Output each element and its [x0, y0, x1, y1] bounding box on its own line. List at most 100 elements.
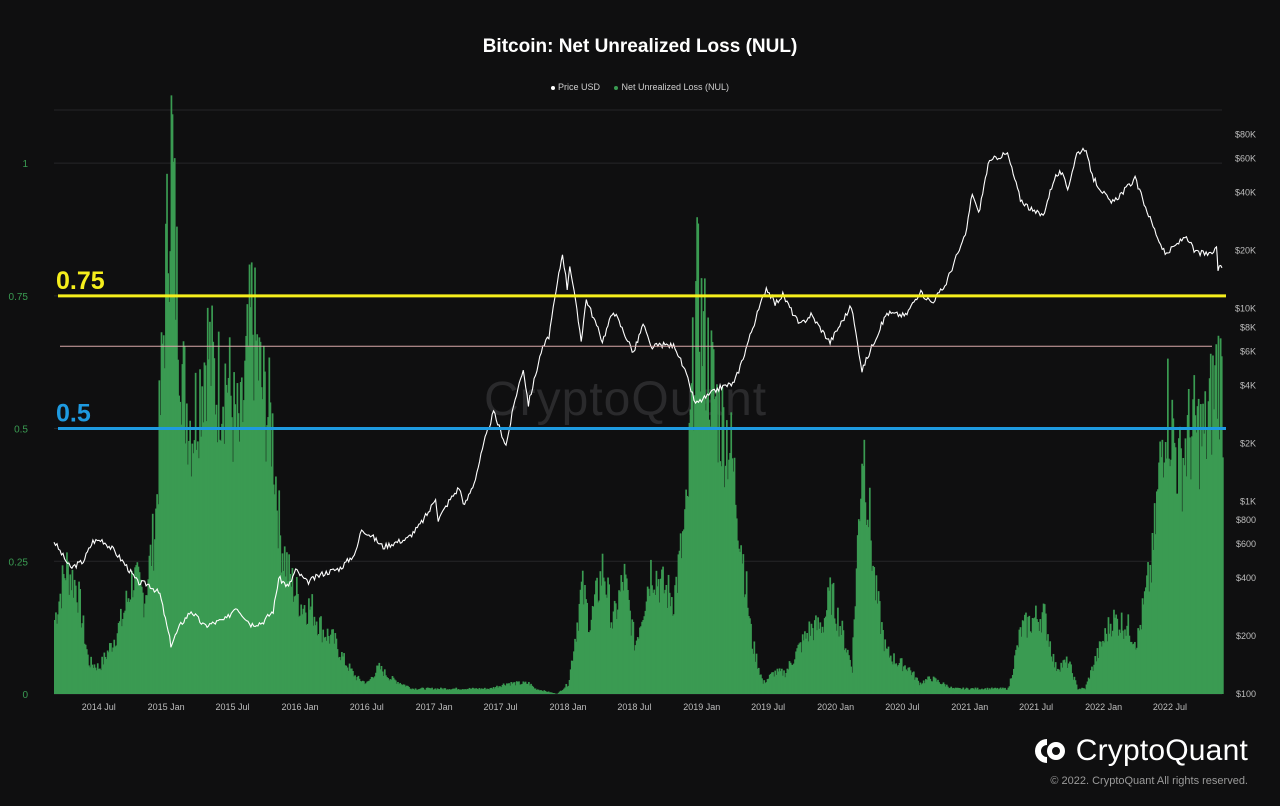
nul-bar	[282, 570, 285, 694]
nul-bar	[1208, 378, 1211, 694]
nul-bar	[305, 624, 308, 694]
nul-bar	[1038, 630, 1041, 694]
nul-bar	[610, 622, 613, 694]
nul-bar	[580, 581, 583, 694]
nul-bar	[914, 679, 916, 694]
nul-bar	[857, 519, 860, 694]
nul-bar	[313, 616, 316, 694]
nul-bar	[965, 687, 968, 694]
nul-bar	[725, 420, 728, 694]
nul-bar	[904, 665, 906, 694]
nul-bar	[130, 570, 133, 694]
nul-bar	[1027, 616, 1030, 694]
nul-bar	[1069, 661, 1071, 694]
right-tick-label: $8K	[1240, 322, 1256, 332]
nul-bar	[1168, 458, 1170, 694]
reference-label-0.75: 0.75	[56, 267, 105, 295]
nul-bar	[401, 685, 404, 694]
nul-bar	[287, 581, 289, 694]
nul-bar	[1114, 617, 1116, 694]
nul-bar	[105, 659, 108, 694]
nul-bar	[970, 688, 972, 694]
nul-bar	[707, 317, 709, 694]
nul-bar	[446, 689, 449, 694]
nul-bar	[558, 691, 561, 694]
nul-bar	[712, 349, 715, 694]
nul-bar	[991, 687, 993, 694]
nul-bar	[817, 617, 819, 694]
nul-bar	[997, 689, 1000, 694]
nul-bar	[338, 656, 341, 694]
nul-bar	[206, 307, 209, 694]
left-tick-label: 0	[22, 690, 28, 701]
nul-bar	[475, 688, 477, 694]
nul-bar	[56, 623, 58, 694]
nul-bar	[899, 658, 902, 694]
nul-bar	[264, 371, 266, 694]
nul-bar	[179, 401, 182, 694]
nul-bar	[293, 596, 296, 694]
nul-bar	[611, 628, 614, 694]
nul-bar	[713, 399, 716, 694]
nul-bar	[302, 608, 305, 694]
nul-bar	[497, 687, 499, 694]
nul-bar	[55, 612, 57, 694]
nul-bar	[1218, 439, 1221, 694]
nul-bar	[237, 413, 240, 694]
nul-bar	[1097, 657, 1100, 694]
nul-bar	[948, 688, 950, 694]
legend-item-price[interactable]: Price USD	[550, 82, 600, 92]
nul-bar	[74, 585, 77, 694]
nul-bar	[910, 675, 913, 694]
nul-bar	[1160, 457, 1163, 694]
nul-bar	[780, 668, 783, 694]
nul-bar	[841, 620, 844, 694]
nul-bar	[485, 689, 487, 694]
nul-bar	[1120, 612, 1123, 694]
nul-bar	[940, 684, 943, 694]
nul-bar	[1131, 644, 1134, 694]
nul-bar	[177, 359, 179, 694]
nul-bar	[789, 662, 792, 694]
nul-bar	[1019, 627, 1022, 694]
nul-bar	[920, 684, 923, 694]
nul-bar	[840, 634, 843, 694]
nul-bar	[1176, 493, 1179, 694]
nul-bar	[963, 689, 966, 694]
nul-bar	[424, 689, 427, 694]
nul-bar	[122, 618, 124, 694]
nul-bar	[1193, 375, 1196, 694]
nul-bar	[790, 664, 793, 694]
nul-bar	[535, 689, 538, 694]
left-tick-label: 0.75	[9, 292, 29, 303]
nul-bar	[766, 679, 769, 694]
legend-label-price: Price USD	[557, 82, 600, 92]
nul-bar	[720, 466, 723, 694]
nul-bar	[78, 581, 80, 694]
x-tick-label: 2016 Jul	[350, 702, 384, 712]
nul-bar	[89, 667, 91, 694]
nul-bar	[321, 642, 323, 694]
nul-bar	[509, 685, 512, 694]
nul-bar	[983, 689, 986, 694]
nul-bar	[703, 278, 706, 694]
nul-bar	[388, 680, 391, 694]
legend-item-nul[interactable]: Net Unrealized Loss (NUL)	[614, 82, 729, 92]
nul-bar	[574, 638, 576, 694]
nul-bar	[223, 443, 226, 694]
nul-bar	[757, 667, 760, 694]
nul-bar	[915, 677, 917, 694]
nul-bar	[409, 688, 411, 694]
nul-bar	[765, 682, 768, 694]
nul-bar	[273, 494, 276, 694]
nul-bar	[897, 665, 900, 694]
nul-bar	[480, 688, 483, 694]
nul-bar	[1113, 609, 1115, 694]
nul-bar	[529, 685, 531, 694]
nul-bar	[1050, 656, 1053, 694]
nul-bar	[769, 673, 772, 694]
nul-bar	[668, 592, 671, 694]
nul-bar	[1146, 575, 1148, 694]
nul-bar	[809, 635, 812, 694]
nul-bar	[621, 581, 624, 694]
